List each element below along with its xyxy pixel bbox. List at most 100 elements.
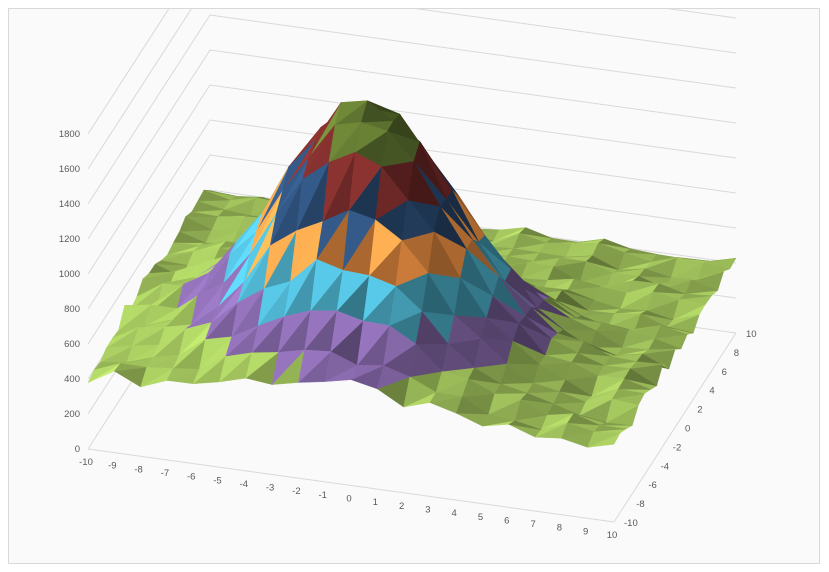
surface-facet — [569, 317, 603, 323]
y-tick-label: 8 — [734, 348, 739, 359]
surface-facet — [191, 200, 225, 213]
y-tick-label: 10 — [746, 329, 757, 340]
surface-facet — [703, 257, 737, 264]
surface-facet — [217, 253, 251, 308]
x-tick-label: -9 — [108, 461, 116, 472]
surface-facet — [113, 363, 147, 372]
surface-facet — [389, 285, 423, 326]
surface-facet — [118, 304, 152, 331]
x-tick-label: -1 — [318, 490, 326, 501]
y-tick-label: 0 — [685, 424, 690, 435]
surface-facet — [579, 398, 613, 416]
z-tick-label: 0 — [75, 444, 80, 455]
surface-facet — [514, 399, 548, 421]
surface-facet — [486, 295, 520, 324]
surface-facet — [407, 160, 441, 207]
surface-facet — [126, 344, 159, 364]
surface-facet — [429, 392, 463, 403]
surface-facet — [468, 367, 501, 384]
z-tick-label: 1000 — [59, 269, 80, 280]
surface-facet — [144, 304, 178, 327]
z-axis-ticks: 0 200 400 600 800 1000 1200 1400 1600 1800 — [59, 129, 80, 455]
surface-facet — [452, 190, 485, 236]
z-tick-label: 1600 — [59, 164, 80, 175]
surface-facet — [187, 247, 220, 266]
surface-facet — [513, 232, 547, 249]
x-tick-label: 0 — [346, 494, 351, 505]
surface-facet — [433, 205, 468, 250]
surface-facet — [573, 413, 607, 423]
surface-facet — [561, 289, 595, 301]
surface-facet — [520, 392, 554, 404]
surface-facet — [670, 257, 705, 278]
surface-facet — [539, 242, 573, 253]
surface-facet — [622, 329, 656, 348]
surface-facet — [480, 317, 514, 342]
surface-facet — [179, 216, 213, 232]
surface-facet — [142, 271, 176, 280]
surface-facet — [504, 268, 538, 309]
surface-facet — [644, 257, 678, 269]
surface-facet — [617, 378, 651, 390]
surface-facet — [534, 422, 568, 438]
surface-facet — [492, 276, 526, 317]
gridline — [87, 84, 737, 275]
y-tick-label: -8 — [636, 499, 644, 510]
surface-facet — [120, 357, 153, 364]
surface-facet — [545, 237, 579, 244]
surface-facet — [640, 310, 674, 321]
surface-facet — [587, 431, 621, 448]
surface-facet — [684, 279, 718, 295]
surface-facet — [172, 339, 206, 369]
surface-facet — [561, 422, 595, 439]
surface-facet — [87, 363, 121, 384]
surface-facet — [605, 398, 639, 424]
surface-facet — [678, 293, 712, 300]
surface-facet — [205, 229, 239, 244]
surface-facet — [354, 121, 389, 153]
surface-facet — [454, 277, 488, 318]
surface-facet — [577, 341, 611, 357]
surface-facet — [508, 420, 542, 430]
surface-facet — [500, 363, 534, 384]
surface-facet — [527, 257, 560, 263]
surface-facet — [198, 336, 233, 370]
surface-facet — [567, 278, 601, 291]
surface-facet — [237, 245, 271, 303]
x-tick-label: -3 — [266, 483, 274, 494]
surface-facet — [324, 351, 358, 383]
chart-area: 0 200 400 600 800 1000 1200 1400 1600 1800 -10 -9-… — [8, 8, 820, 564]
surface-facet — [652, 283, 686, 295]
y-tick-label: 6 — [722, 367, 727, 378]
surface-facet — [613, 308, 647, 314]
surface-facet — [589, 330, 624, 348]
y-tick-label: 4 — [709, 386, 714, 397]
surface-facet — [249, 191, 283, 255]
z-tick-label: 400 — [64, 374, 80, 385]
surface-facet — [587, 300, 621, 311]
surface-facet — [348, 151, 382, 211]
surface-facet — [460, 248, 494, 297]
surface-facet — [164, 294, 198, 328]
surface-facet — [308, 102, 342, 158]
surface-facet — [203, 189, 237, 197]
surface-facet — [191, 282, 224, 325]
surface-facet — [579, 261, 614, 283]
surface-facet — [270, 179, 303, 246]
surface-facet — [519, 227, 552, 239]
x-tick-label: 5 — [478, 512, 483, 523]
surface-facet — [518, 315, 552, 339]
surface-facet — [555, 290, 589, 311]
surface-facet — [506, 248, 540, 257]
surface-facet — [559, 255, 593, 259]
surface-facet — [296, 161, 330, 231]
surface-facet — [257, 281, 291, 327]
surface-facet — [488, 393, 522, 415]
surface-facet — [638, 268, 672, 278]
x-tick-label: -2 — [292, 486, 300, 497]
x-tick-label: 2 — [399, 501, 404, 512]
surface-facet — [152, 328, 186, 358]
surface-facet — [154, 260, 188, 266]
surface-facet — [624, 248, 658, 255]
y-tick-label: -4 — [661, 461, 669, 472]
